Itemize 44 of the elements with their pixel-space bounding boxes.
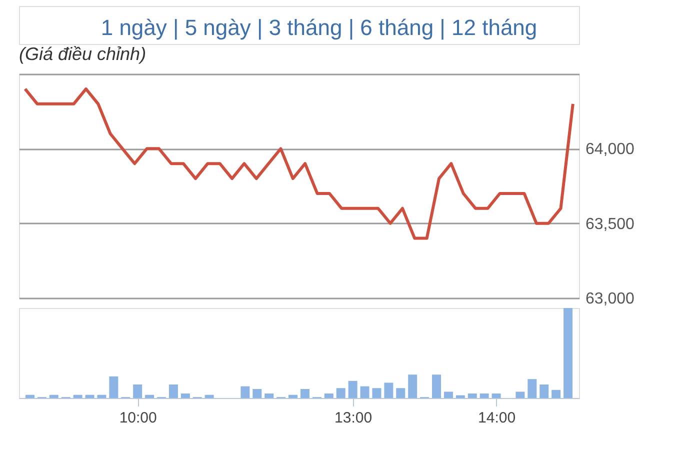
- bar: [49, 394, 58, 398]
- bar: [288, 394, 298, 398]
- bar: [264, 394, 274, 398]
- bar: [180, 394, 190, 398]
- y-tick-label: 63,000: [586, 290, 635, 308]
- bar: [480, 394, 489, 398]
- bar: [360, 386, 370, 398]
- bar: [384, 382, 394, 398]
- bar: [444, 392, 453, 398]
- bar: [25, 394, 34, 398]
- bar: [240, 386, 250, 398]
- x-tick-label: 14:00: [478, 410, 516, 426]
- bar: [456, 395, 465, 398]
- bar: [204, 394, 214, 398]
- bar: [492, 394, 501, 398]
- bar: [540, 384, 549, 398]
- bar: [324, 394, 334, 398]
- bar: [396, 388, 406, 398]
- bar: [145, 394, 154, 398]
- bar: [468, 394, 477, 398]
- bar: [516, 392, 525, 398]
- bar: [109, 376, 118, 398]
- bar: [97, 394, 106, 398]
- bar: [73, 394, 82, 398]
- bar: [564, 308, 573, 398]
- x-tick-label: 13:00: [334, 410, 372, 426]
- bar: [372, 388, 382, 398]
- bar: [348, 380, 358, 398]
- bar: [552, 390, 561, 398]
- bar: [133, 384, 142, 398]
- bar: [168, 384, 178, 398]
- y-tick-label: 64,000: [586, 141, 635, 158]
- bar: [336, 388, 346, 398]
- bar: [300, 389, 310, 398]
- y-tick-label: 63,500: [586, 216, 635, 233]
- x-tick-label: 10:00: [119, 410, 157, 426]
- bar: [432, 374, 441, 398]
- bar: [85, 394, 94, 398]
- bar: [528, 379, 537, 398]
- chart-title: (Giá điều chỉnh): [19, 44, 146, 64]
- line-series: [24, 87, 574, 240]
- text: 1 ngày | 5 ngày | 3 tháng | 6 tháng | 12 tháng: [100, 15, 538, 40]
- bar: [252, 389, 262, 398]
- bar: [408, 374, 418, 398]
